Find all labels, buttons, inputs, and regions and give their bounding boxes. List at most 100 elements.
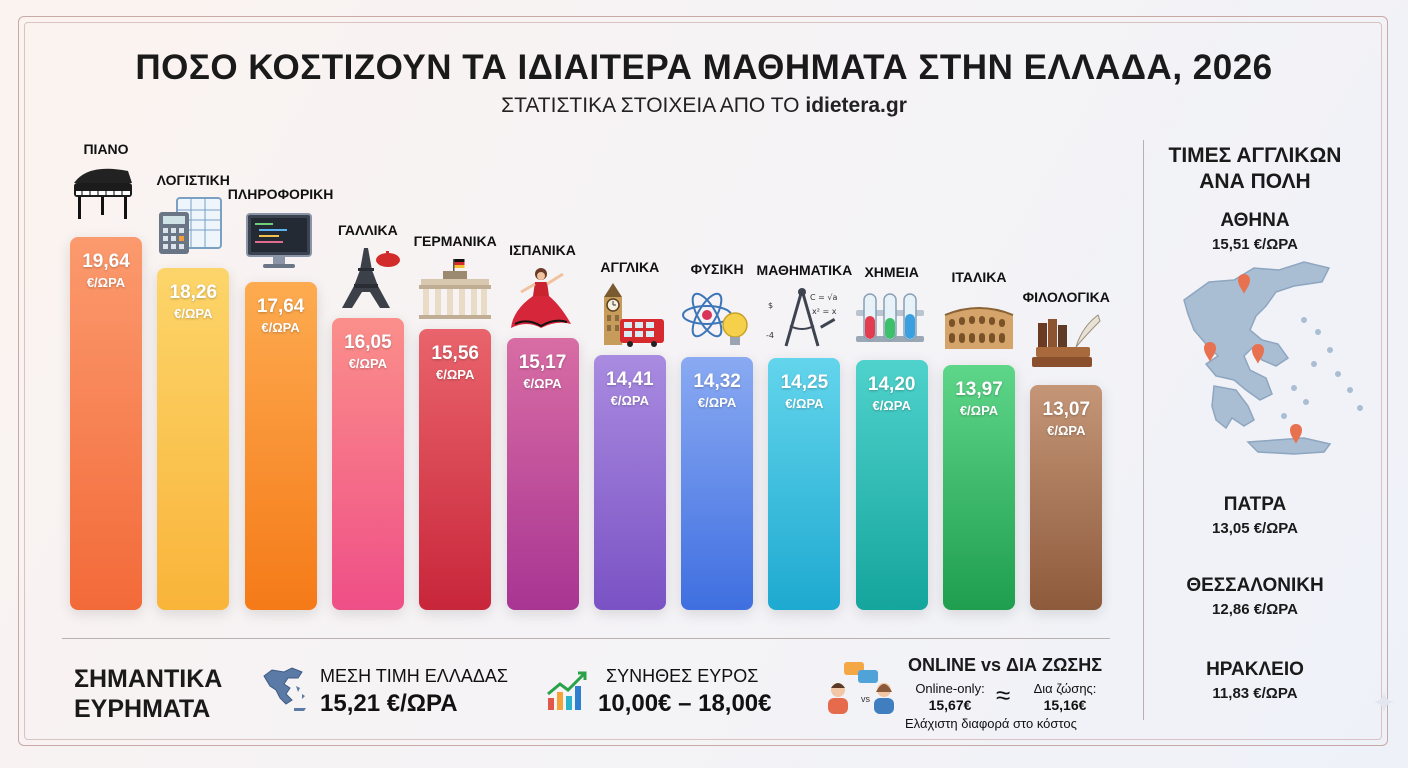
piano-icon	[74, 168, 132, 219]
online-vs-inperson-icon: vs	[828, 662, 894, 714]
sparkle-icon	[1373, 691, 1395, 713]
bar	[244, 282, 317, 610]
bar-value-label: 19,64	[82, 251, 130, 272]
greece-map-icon	[1183, 261, 1363, 455]
avg-label: ΜΕΣΗ ΤΙΜΗ ΕΛΛΑΔΑΣ	[320, 666, 509, 686]
bar-chart: 19,64 €/ΩΡΑ ΠΙΑΝΟ 18,26 €/ΩΡΑ ΛΟΓΙΣΤΙΚΗ 17,64 €…	[70, 141, 1110, 610]
bar-unit-label: €/ΩΡΑ	[523, 375, 562, 391]
city-heraklion: ΗΡΑΚΛΕΙΟ 11,83 €/ΩΡΑ	[1150, 659, 1360, 702]
bar-unit-label: €/ΩΡΑ	[785, 396, 824, 412]
category-label: ΙΣΠΑΝΙΚΑ	[509, 241, 576, 258]
books-quill-icon	[1032, 314, 1101, 367]
bar-value-label: 15,56	[431, 342, 479, 364]
bar-value-label: 15,17	[518, 351, 567, 373]
comparison-title: ONLINE vs ΔΙΑ ΖΩΣΗΣ	[908, 655, 1102, 675]
bar	[506, 337, 579, 610]
atom-lightbulb-icon	[682, 292, 748, 345]
city-name: ΘΕΣΣΑΛΟΝΙΚΗ	[1186, 575, 1324, 596]
svg-text:C = √a: C = √a	[810, 293, 837, 302]
vs-text: vs	[861, 694, 871, 704]
colosseum-icon	[944, 306, 1014, 349]
category-label: ΠΙΑΝΟ	[83, 141, 129, 157]
online-label: Online-only:	[915, 681, 985, 696]
bar-unit-label: €/ΩΡΑ	[1047, 423, 1086, 438]
bar-unit-label: €/ΩΡΑ	[872, 397, 911, 413]
findings-title-line2: ΕΥΡΗΜΑΤΑ	[74, 695, 211, 723]
bar-value-label: 14,41	[606, 368, 654, 390]
svg-text:x² = x: x² = x	[812, 307, 837, 316]
bar-unit-label: €/ΩΡΑ	[610, 392, 649, 408]
city-athens: ΑΘΗΝΑ 15,51 €/ΩΡΑ	[1150, 210, 1360, 253]
svg-text:-4: -4	[766, 331, 774, 340]
bar-value-label: 13,07	[1042, 399, 1091, 420]
bar	[419, 328, 492, 610]
computer-monitor-icon	[245, 213, 312, 269]
bar-value-label: 13,97	[955, 378, 1003, 400]
category-label: ΑΓΓΛΙΚΑ	[600, 258, 660, 275]
category-label: ΦΥΣΙΚΗ	[690, 260, 744, 277]
greece-map-small-icon	[263, 667, 306, 711]
category-label: ΦΙΛΟΛΟΓΙΚΑ	[1022, 289, 1110, 305]
test-tubes-icon	[855, 292, 924, 342]
compass-formulas-icon: C = √a x² = x $ -4	[766, 288, 838, 347]
city-panel-title-line1: ΤΙΜΕΣ ΑΓΓΛΙΚΩΝ	[1168, 144, 1342, 167]
category-label: ΓΑΛΛΙΚΑ	[337, 221, 398, 238]
city-panel-title-line2: ΑΝΑ ΠΟΛΗ	[1199, 170, 1311, 193]
city-thessaloniki: ΘΕΣΣΑΛΟΝΙΚΗ 12,86 €/ΩΡΑ	[1150, 575, 1360, 618]
category-label: ΠΛΗΡΟΦΟΡΙΚΗ	[227, 186, 334, 203]
online-value: 15,67€	[928, 697, 972, 713]
bar-unit-label: €/ΩΡΑ	[959, 402, 999, 418]
category-label: ΙΤΑΛΙΚΑ	[951, 268, 1007, 285]
bar	[1030, 385, 1103, 610]
bar-unit-label: €/ΩΡΑ	[86, 275, 126, 290]
inperson-value: 15,16€	[1043, 697, 1087, 713]
bar-unit-label: €/ΩΡΑ	[436, 366, 475, 382]
big-ben-bus-icon	[603, 282, 664, 347]
avg-value: 15,21 €/ΩΡΑ	[320, 690, 458, 717]
bar	[943, 364, 1015, 610]
flamenco-dancer-icon	[510, 267, 571, 328]
brandenburg-gate-icon	[419, 258, 492, 319]
category-label: ΓΕΡΜΑΝΙΚΑ	[413, 232, 497, 249]
bar-value-label: 14,20	[867, 373, 916, 395]
category-label: ΜΑΘΗΜΑΤΙΚΑ	[756, 262, 853, 279]
bar-value-label: 16,05	[344, 331, 392, 353]
bar	[70, 237, 142, 610]
city-name: ΗΡΑΚΛΕΙΟ	[1206, 659, 1304, 680]
city-patra: ΠΑΤΡΑ 13,05 €/ΩΡΑ	[1150, 494, 1360, 537]
svg-text:$: $	[768, 301, 773, 310]
bar-unit-label: €/ΩΡΑ	[348, 355, 388, 371]
findings-title: ΣΗΜΑΝΤΙΚΑ ΕΥΡΗΜΑΤΑ	[74, 664, 222, 724]
growth-chart-icon	[547, 671, 587, 710]
vertical-divider	[1143, 140, 1144, 720]
category-label: ΛΟΓΙΣΤΙΚΗ	[156, 172, 230, 189]
city-price: 12,86 €/ΩΡΑ	[1212, 601, 1298, 618]
horizontal-divider	[62, 638, 1110, 639]
approx-symbol: ≈	[996, 680, 1011, 710]
city-name: ΑΘΗΝΑ	[1220, 210, 1290, 231]
inperson-label: Δια ζώσης:	[1033, 681, 1097, 696]
bar-unit-label: €/ΩΡΑ	[697, 394, 737, 410]
findings-title-line1: ΣΗΜΑΝΤΙΚΑ	[74, 665, 223, 693]
inner-frame	[24, 22, 1382, 740]
bar	[331, 317, 404, 610]
bar-value-label: 14,25	[780, 372, 829, 394]
bar-unit-label: €/ΩΡΑ	[174, 306, 213, 322]
city-price: 15,51 €/ΩΡΑ	[1212, 236, 1298, 253]
range-label: ΣΥΝΗΘΕΣ ΕΥΡΟΣ	[606, 666, 759, 686]
page-title: ΠΟΣΟ ΚΟΣΤΙΖΟΥΝ ΤΑ ΙΔΙΑΙΤΕΡΑ ΜΑΘΗΜΑΤΑ ΣΤΗ…	[135, 48, 1273, 87]
bar	[855, 359, 928, 610]
bar	[768, 358, 841, 610]
bar-value-label: 14,32	[693, 370, 741, 392]
city-name: ΠΑΤΡΑ	[1223, 494, 1287, 515]
bar	[157, 268, 230, 610]
bar	[681, 356, 754, 610]
city-panel-title: ΤΙΜΕΣ ΑΓΓΛΙΚΩΝ ΑΝΑ ΠΟΛΗ	[1150, 143, 1360, 195]
city-price: 13,05 €/ΩΡΑ	[1212, 520, 1298, 537]
bar	[593, 354, 666, 610]
subtitle-site: idietera.gr	[805, 94, 907, 117]
bar-unit-label: €/ΩΡΑ	[261, 320, 300, 336]
outer-frame	[18, 16, 1388, 746]
page-subtitle: ΣΤΑΤΙΣΤΙΚΑ ΣΤΟΙΧΕΙΑ ΑΠΟ ΤΟ idietera.gr	[0, 94, 1408, 118]
category-label: ΧΗΜΕΙΑ	[864, 263, 919, 280]
